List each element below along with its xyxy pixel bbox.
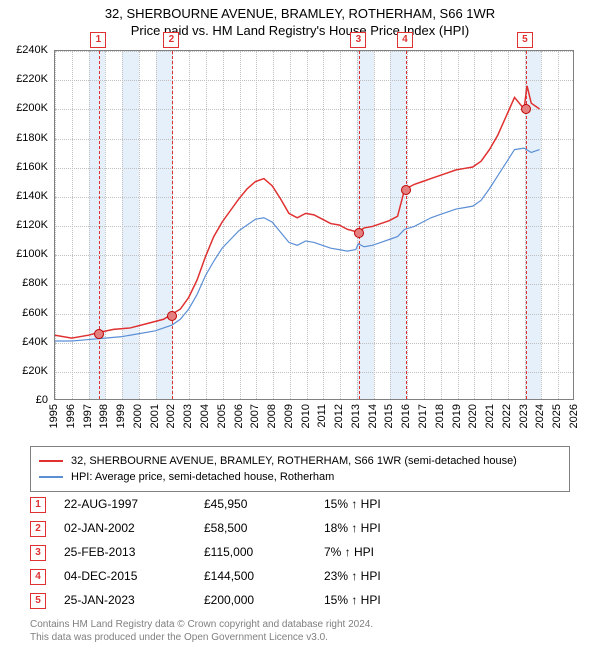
x-tick-label: 2021 <box>484 404 496 428</box>
y-tick-label: £120K <box>16 219 48 231</box>
sale-row-diff: 15% ↑ HPI <box>324 497 444 511</box>
x-tick-label: 2000 <box>132 404 144 428</box>
sale-row: 4 04-DEC-2015£144,50023% ↑ HPI <box>30 564 570 588</box>
x-tick-label: 2006 <box>233 404 245 428</box>
x-axis: 1995199619971998199920002001200220032004… <box>54 400 574 450</box>
y-axis: £0£20K£40K£60K£80K£100K£120K£140K£160K£1… <box>0 50 54 400</box>
sale-marker-badge: 1 <box>90 32 106 48</box>
y-tick-label: £180K <box>16 132 48 144</box>
sale-point <box>401 185 411 195</box>
line-series-svg <box>55 51 573 399</box>
x-tick-label: 2020 <box>467 404 479 428</box>
x-tick-label: 2003 <box>182 404 194 428</box>
sale-marker-badge: 4 <box>397 32 413 48</box>
legend-row-hpi: HPI: Average price, semi-detached house,… <box>39 469 561 485</box>
x-tick-label: 2001 <box>149 404 161 428</box>
x-tick-label: 2019 <box>451 404 463 428</box>
x-tick-label: 1999 <box>115 404 127 428</box>
series-line <box>55 148 540 341</box>
x-tick-label: 2008 <box>266 404 278 428</box>
x-tick-label: 2022 <box>501 404 513 428</box>
sale-row-date: 25-JAN-2023 <box>64 593 204 607</box>
sale-row-price: £144,500 <box>204 569 324 583</box>
y-tick-label: £240K <box>16 44 48 56</box>
x-tick-label: 2002 <box>165 404 177 428</box>
x-tick-label: 2011 <box>316 404 328 428</box>
x-tick-label: 2014 <box>367 404 379 428</box>
y-tick-label: £160K <box>16 161 48 173</box>
x-tick-label: 2004 <box>199 404 211 428</box>
y-tick-label: £140K <box>16 190 48 202</box>
sale-marker-badge: 3 <box>350 32 366 48</box>
legend-row-price: 32, SHERBOURNE AVENUE, BRAMLEY, ROTHERHA… <box>39 453 561 469</box>
y-tick-label: £60K <box>22 307 48 319</box>
legend-swatch-price <box>39 460 63 462</box>
sale-marker-badge: 2 <box>163 32 179 48</box>
y-tick-label: £200K <box>16 102 48 114</box>
legend: 32, SHERBOURNE AVENUE, BRAMLEY, ROTHERHA… <box>30 446 570 492</box>
x-tick-label: 2012 <box>333 404 345 428</box>
sale-row-price: £200,000 <box>204 593 324 607</box>
sales-table: 122-AUG-1997£45,95015% ↑ HPI202-JAN-2002… <box>30 492 570 612</box>
x-tick-label: 2005 <box>216 404 228 428</box>
plot-area <box>54 50 574 400</box>
y-tick-label: £80K <box>22 277 48 289</box>
sale-point <box>167 311 177 321</box>
x-tick-label: 2017 <box>417 404 429 428</box>
x-tick-label: 2015 <box>383 404 395 428</box>
legend-swatch-hpi <box>39 476 63 478</box>
sale-row: 1 22-AUG-1997£45,95015% ↑ HPI <box>30 492 570 516</box>
x-tick-label: 1995 <box>48 404 60 428</box>
sale-row: 2 02-JAN-2002£58,50018% ↑ HPI <box>30 516 570 540</box>
x-tick-label: 2023 <box>518 404 530 428</box>
sale-row-badge: 4 <box>30 569 46 585</box>
legend-label-price: 32, SHERBOURNE AVENUE, BRAMLEY, ROTHERHA… <box>71 455 517 467</box>
footer-line2: This data was produced under the Open Go… <box>30 631 570 644</box>
series-line <box>55 86 540 338</box>
y-tick-label: £100K <box>16 248 48 260</box>
x-tick-label: 2007 <box>249 404 261 428</box>
sale-row-price: £115,000 <box>204 545 324 559</box>
sale-point <box>521 104 531 114</box>
sale-row-diff: 15% ↑ HPI <box>324 593 444 607</box>
sale-point <box>94 329 104 339</box>
sale-row-badge: 3 <box>30 545 46 561</box>
chart-container: { "layout": { "plot": { "x": 54, "y": 50… <box>0 0 600 650</box>
x-tick-label: 1997 <box>82 404 94 428</box>
sale-row-badge: 5 <box>30 593 46 609</box>
y-tick-label: £0 <box>36 394 48 406</box>
sale-row-badge: 1 <box>30 497 46 513</box>
sale-row-diff: 18% ↑ HPI <box>324 521 444 535</box>
sale-row-date: 02-JAN-2002 <box>64 521 204 535</box>
x-tick-label: 2010 <box>300 404 312 428</box>
y-tick-label: £40K <box>22 336 48 348</box>
sale-row-diff: 23% ↑ HPI <box>324 569 444 583</box>
footer-line1: Contains HM Land Registry data © Crown c… <box>30 618 570 631</box>
legend-label-hpi: HPI: Average price, semi-detached house,… <box>71 471 334 483</box>
sale-point <box>354 228 364 238</box>
x-tick-label: 1996 <box>65 404 77 428</box>
x-tick-label: 2013 <box>350 404 362 428</box>
sale-row: 5 25-JAN-2023£200,00015% ↑ HPI <box>30 588 570 612</box>
y-tick-label: £20K <box>22 365 48 377</box>
chart-title: 32, SHERBOURNE AVENUE, BRAMLEY, ROTHERHA… <box>0 6 600 21</box>
sale-row-price: £58,500 <box>204 521 324 535</box>
sale-marker-badge: 5 <box>517 32 533 48</box>
x-tick-label: 2009 <box>283 404 295 428</box>
sale-row-diff: 7% ↑ HPI <box>324 545 444 559</box>
sale-row-badge: 2 <box>30 521 46 537</box>
x-tick-label: 2026 <box>568 404 580 428</box>
footer-attribution: Contains HM Land Registry data © Crown c… <box>30 618 570 644</box>
sale-row: 3 25-FEB-2013£115,0007% ↑ HPI <box>30 540 570 564</box>
sale-row-price: £45,950 <box>204 497 324 511</box>
y-tick-label: £220K <box>16 73 48 85</box>
sale-row-date: 04-DEC-2015 <box>64 569 204 583</box>
sale-row-date: 22-AUG-1997 <box>64 497 204 511</box>
x-tick-label: 2016 <box>400 404 412 428</box>
x-tick-label: 2024 <box>534 404 546 428</box>
sale-row-date: 25-FEB-2013 <box>64 545 204 559</box>
x-tick-label: 1998 <box>98 404 110 428</box>
x-tick-label: 2018 <box>434 404 446 428</box>
x-tick-label: 2025 <box>551 404 563 428</box>
